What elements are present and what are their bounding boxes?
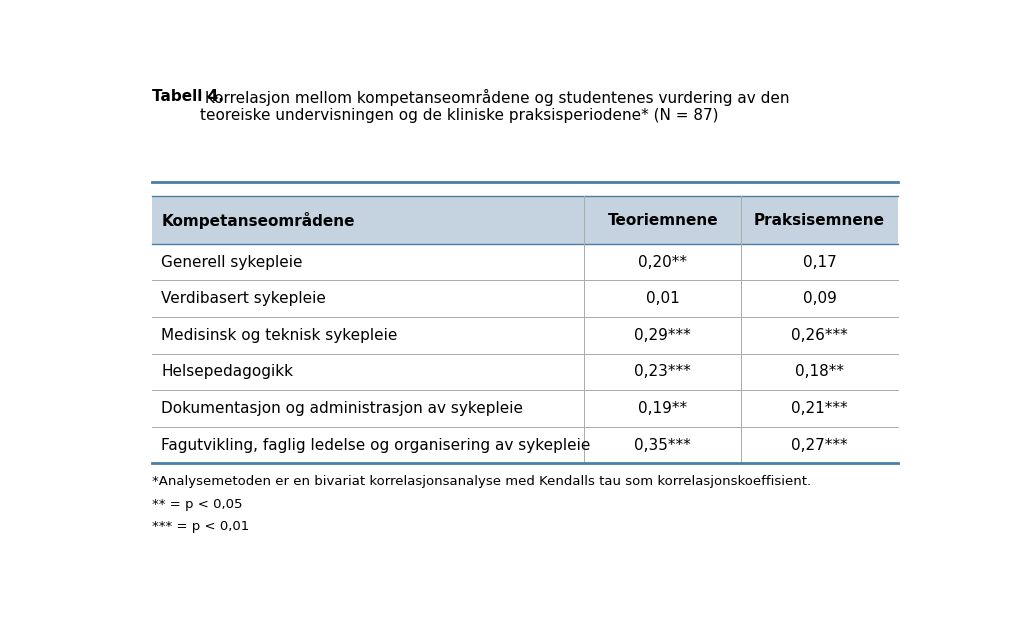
Text: Teoriemnene: Teoriemnene <box>607 213 718 228</box>
Text: *Analysemetoden er en bivariat korrelasjonsanalyse med Kendalls tau som korrelas: *Analysemetoden er en bivariat korrelasj… <box>152 476 811 489</box>
Text: 0,23***: 0,23*** <box>635 365 691 379</box>
Text: 0,29***: 0,29*** <box>635 328 691 343</box>
Text: Verdibasert sykepleie: Verdibasert sykepleie <box>162 291 327 306</box>
Text: Dokumentasjon og administrasjon av sykepleie: Dokumentasjon og administrasjon av sykep… <box>162 401 523 416</box>
Text: ** = p < 0,05: ** = p < 0,05 <box>152 498 243 511</box>
Text: 0,19**: 0,19** <box>638 401 687 416</box>
Text: Helsepedagogikk: Helsepedagogikk <box>162 365 293 379</box>
Text: 0,27***: 0,27*** <box>792 438 848 453</box>
Text: 0,20**: 0,20** <box>638 255 687 270</box>
Text: 0,17: 0,17 <box>803 255 837 270</box>
Text: Medisinsk og teknisk sykepleie: Medisinsk og teknisk sykepleie <box>162 328 397 343</box>
Text: *** = p < 0,01: *** = p < 0,01 <box>152 520 249 533</box>
Text: 0,21***: 0,21*** <box>792 401 848 416</box>
Bar <box>152 196 898 244</box>
Text: 0,18**: 0,18** <box>795 365 844 379</box>
Text: 0,26***: 0,26*** <box>792 328 848 343</box>
Text: Praksisemnene: Praksisemnene <box>754 213 885 228</box>
Text: 0,09: 0,09 <box>803 291 837 306</box>
Text: Korrelasjon mellom kompetanseområdene og studentenes vurdering av den
teoreiske : Korrelasjon mellom kompetanseområdene og… <box>200 89 790 123</box>
Text: Tabell 4.: Tabell 4. <box>152 89 223 104</box>
Text: 0,35***: 0,35*** <box>635 438 691 453</box>
Text: Generell sykepleie: Generell sykepleie <box>162 255 303 270</box>
Text: 0,01: 0,01 <box>646 291 680 306</box>
Text: Kompetanseområdene: Kompetanseområdene <box>162 211 355 229</box>
Text: Fagutvikling, faglig ledelse og organisering av sykepleie: Fagutvikling, faglig ledelse og organise… <box>162 438 591 453</box>
